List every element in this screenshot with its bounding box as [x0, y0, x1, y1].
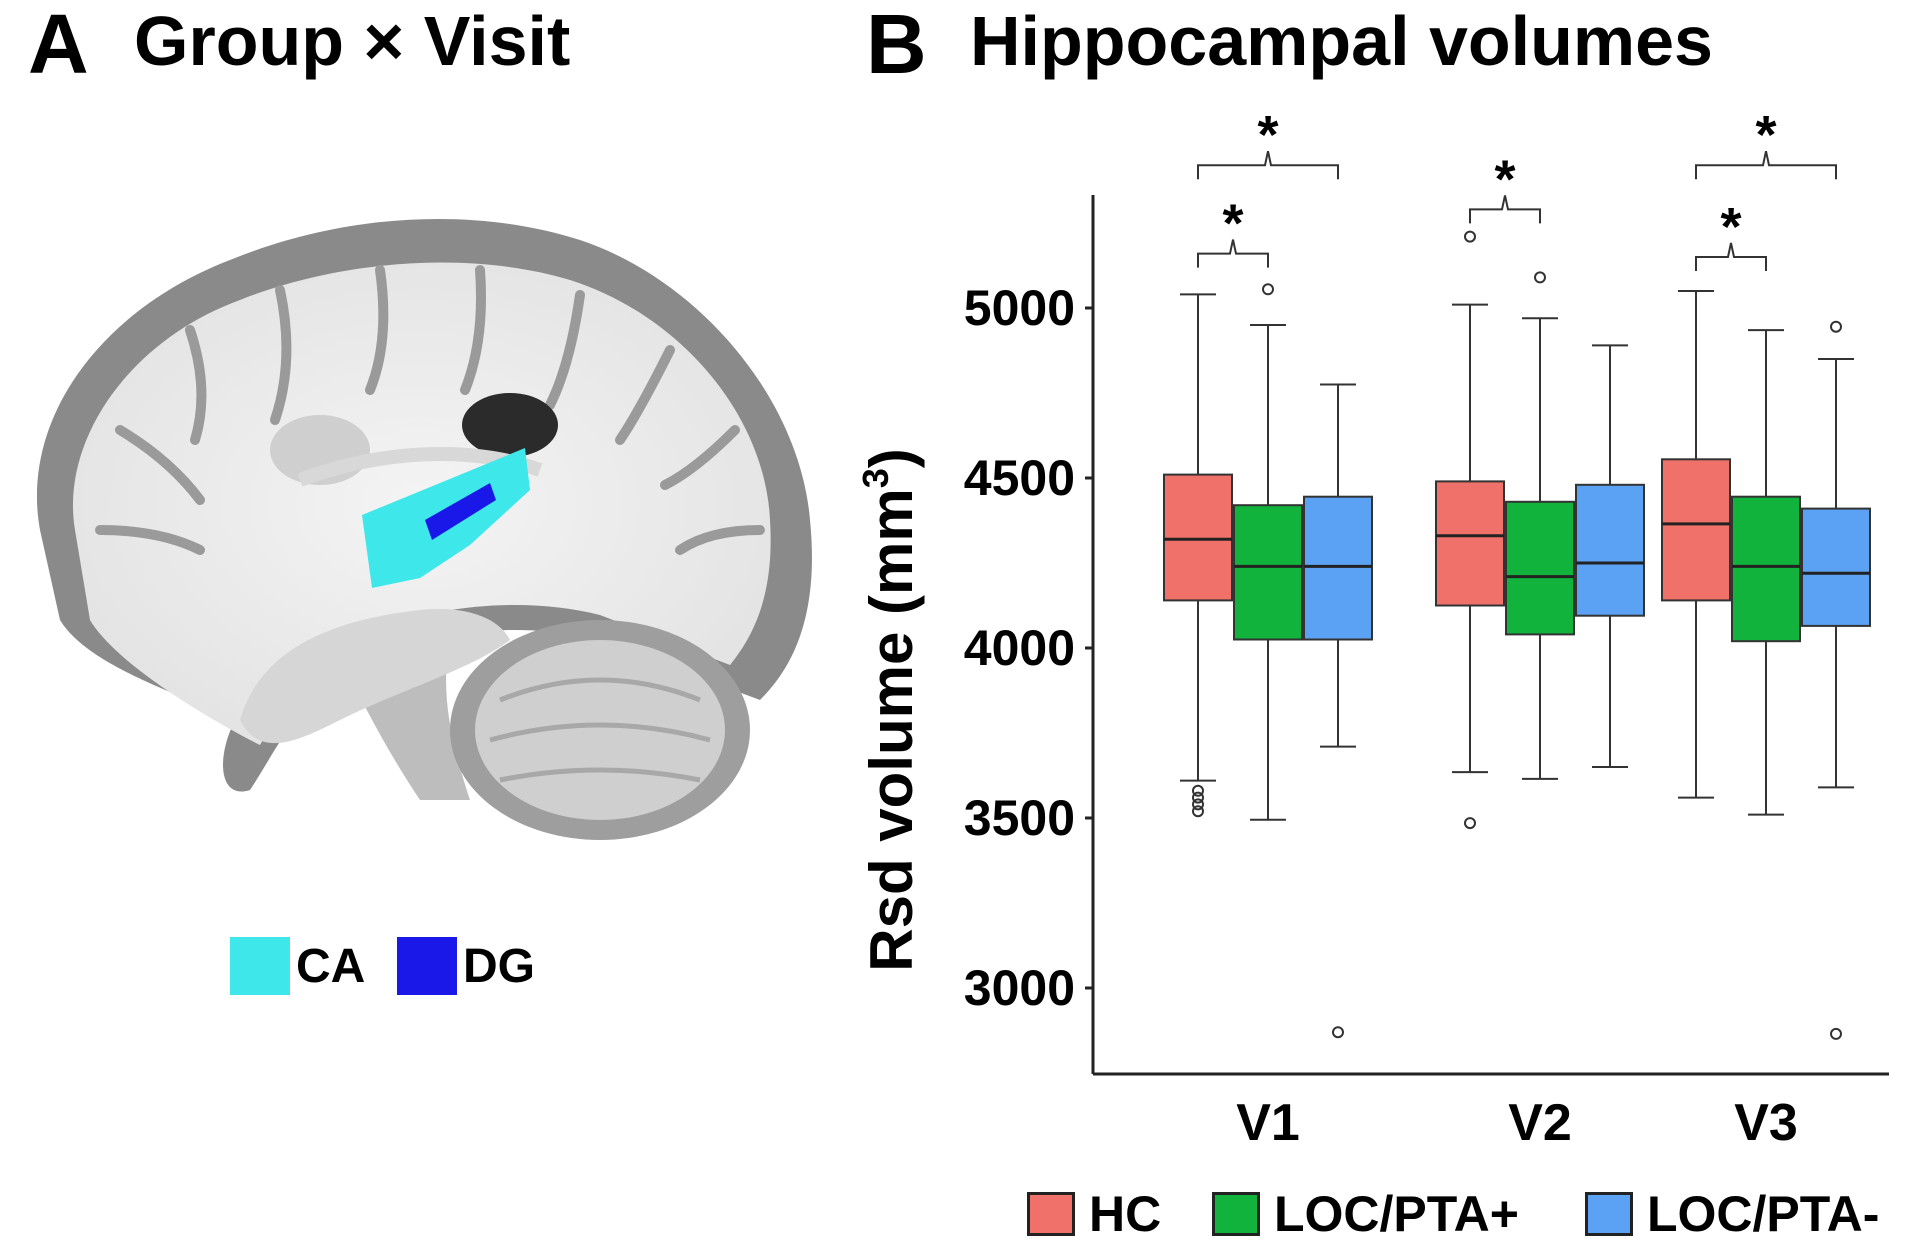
y-tick-label: 4500 — [964, 450, 1075, 506]
box-iqr — [1731, 495, 1801, 643]
x-ticks: V1 V2 V3 — [1236, 1094, 1798, 1152]
x-tick-label: V2 — [1508, 1094, 1572, 1152]
legend-hc-swatch — [1027, 1192, 1075, 1236]
y-tick-label: 3500 — [964, 790, 1075, 846]
box-iqr — [1303, 495, 1373, 641]
outlier-point — [1192, 805, 1204, 818]
significance-star: * — [1755, 105, 1776, 165]
legend-loc-pta-plus-label: LOC/PTA+ — [1274, 1186, 1519, 1242]
outlier-point — [1262, 283, 1274, 296]
y-axis-label-sup: 3 — [855, 468, 896, 488]
legend-loc-pta-minus: LOC/PTA- — [1585, 1185, 1879, 1243]
significance-brackets: ***** — [1197, 105, 1837, 271]
box-iqr — [1661, 458, 1731, 602]
panel-a-letter: A — [28, 0, 89, 91]
dg-region — [425, 483, 496, 540]
bracket-line — [1469, 195, 1541, 224]
outlier-point — [1830, 1027, 1842, 1040]
significance-bracket: * — [1197, 194, 1269, 268]
y-axis-label: Rsd volume (mm3) — [855, 448, 925, 971]
dg-label: DG — [463, 939, 535, 993]
boxes — [1163, 230, 1871, 1040]
box-iqr — [1505, 500, 1575, 636]
y-axis-label-main: Rsd volume (mm — [858, 488, 925, 971]
significance-star: * — [1222, 194, 1243, 254]
outlier-point — [1192, 784, 1204, 797]
significance-bracket: * — [1695, 197, 1767, 271]
significance-bracket: * — [1469, 149, 1541, 224]
x-tick-label: V3 — [1734, 1094, 1798, 1152]
outlier-point — [1332, 1026, 1344, 1039]
legend-hc-label: HC — [1089, 1186, 1162, 1242]
legend-hc: HC — [1027, 1185, 1161, 1243]
box-hc-v1 — [1163, 293, 1233, 818]
y-ticks: 3000 3500 4000 4500 5000 — [964, 280, 1093, 1016]
ca-label: CA — [296, 939, 366, 993]
panel-b-letter: B — [866, 0, 927, 91]
brain-sagittal-image — [36, 218, 812, 840]
box-iqr — [1801, 507, 1871, 627]
significance-bracket: * — [1197, 105, 1339, 180]
box-loc-pta--v3 — [1801, 320, 1871, 1040]
outlier-point — [1192, 791, 1204, 804]
significance-star: * — [1494, 149, 1515, 209]
bracket-line — [1197, 239, 1269, 268]
box-loc-pta--v1 — [1233, 283, 1303, 821]
panel-b-title: Hippocampal volumes — [970, 2, 1713, 80]
outlier-point — [1830, 320, 1842, 333]
outlier-point — [1464, 817, 1476, 830]
box-iqr — [1575, 483, 1645, 617]
box-loc-pta--v3 — [1731, 329, 1801, 816]
atlas-legend-ca: CA — [230, 935, 365, 997]
bracket-line — [1695, 150, 1837, 180]
x-tick-label: V1 — [1236, 1094, 1300, 1152]
box-hc-v3 — [1661, 290, 1731, 799]
box-iqr — [1435, 480, 1505, 607]
ca-swatch — [230, 937, 290, 995]
y-tick-label: 5000 — [964, 280, 1075, 336]
box-iqr — [1163, 473, 1233, 602]
legend-loc-pta-minus-swatch — [1585, 1192, 1633, 1236]
y-tick-label: 3000 — [964, 960, 1075, 1016]
legend-loc-pta-plus-swatch — [1212, 1192, 1260, 1236]
bracket-line — [1197, 150, 1339, 180]
panel-a-title: Group × Visit — [134, 2, 571, 80]
bracket-line — [1695, 242, 1767, 271]
outlier-point — [1464, 230, 1476, 243]
dg-swatch — [397, 937, 457, 995]
significance-star: * — [1720, 197, 1741, 257]
significance-star: * — [1257, 105, 1278, 165]
box-loc-pta--v1 — [1303, 383, 1373, 1039]
legend-loc-pta-plus: LOC/PTA+ — [1212, 1185, 1519, 1243]
atlas-legend-dg: DG — [397, 935, 535, 997]
box-iqr — [1233, 504, 1303, 641]
legend-loc-pta-minus-label: LOC/PTA- — [1647, 1186, 1880, 1242]
box-loc-pta--v2 — [1505, 271, 1575, 780]
box-hc-v2 — [1435, 230, 1505, 830]
y-axis-label-tail: ) — [858, 448, 925, 468]
y-tick-label: 4000 — [964, 620, 1075, 676]
outlier-point — [1534, 271, 1546, 284]
box-loc-pta--v2 — [1575, 344, 1645, 768]
significance-bracket: * — [1695, 105, 1837, 180]
chart-axes — [1091, 195, 1889, 1076]
outlier-point — [1192, 798, 1204, 811]
